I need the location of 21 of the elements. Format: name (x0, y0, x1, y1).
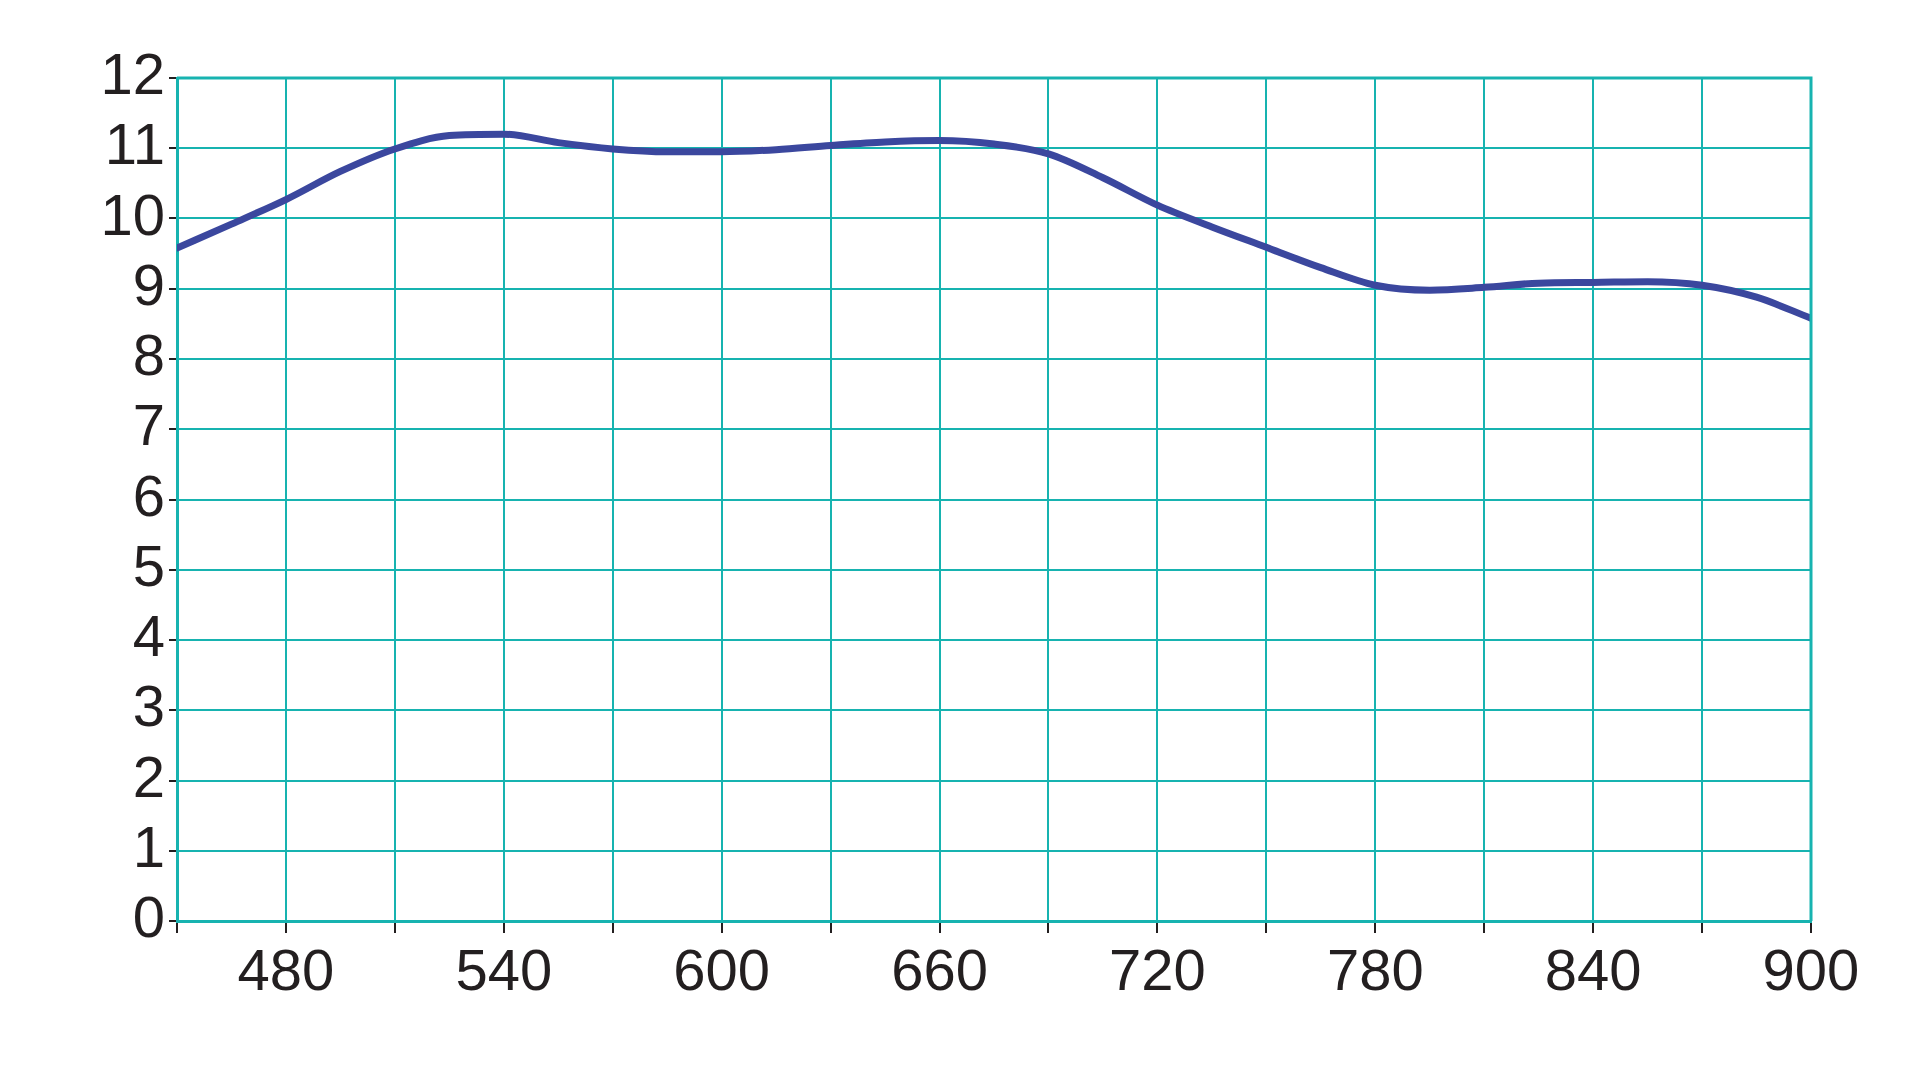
y-tick-label: 12 (100, 41, 165, 106)
x-tick-label: 780 (1326, 936, 1424, 1002)
y-tick-label: 7 (132, 392, 165, 458)
y-tick-label: 6 (132, 462, 165, 528)
y-tick-label: 2 (132, 743, 165, 809)
y-tick-label: 10 (100, 181, 165, 247)
x-tick-label: 480 (237, 936, 335, 1002)
x-tick-label: 660 (891, 936, 988, 1002)
y-tick-label: 0 (132, 884, 165, 949)
y-tick-label: 11 (104, 111, 165, 177)
y-tick-label: 4 (132, 603, 165, 668)
x-tick-label: 840 (1544, 936, 1642, 1002)
y-tick-label: 9 (132, 251, 165, 317)
x-tick-label: 540 (455, 936, 553, 1002)
x-tick-label: 600 (673, 936, 771, 1002)
y-tick-label: 1 (132, 813, 165, 879)
y-tick-label: 8 (132, 322, 165, 387)
x-tick-label: 720 (1109, 936, 1206, 1002)
x-tick-label: 900 (1762, 936, 1860, 1002)
y-tick-label: 5 (132, 532, 165, 598)
y-tick-label: 3 (132, 673, 165, 739)
